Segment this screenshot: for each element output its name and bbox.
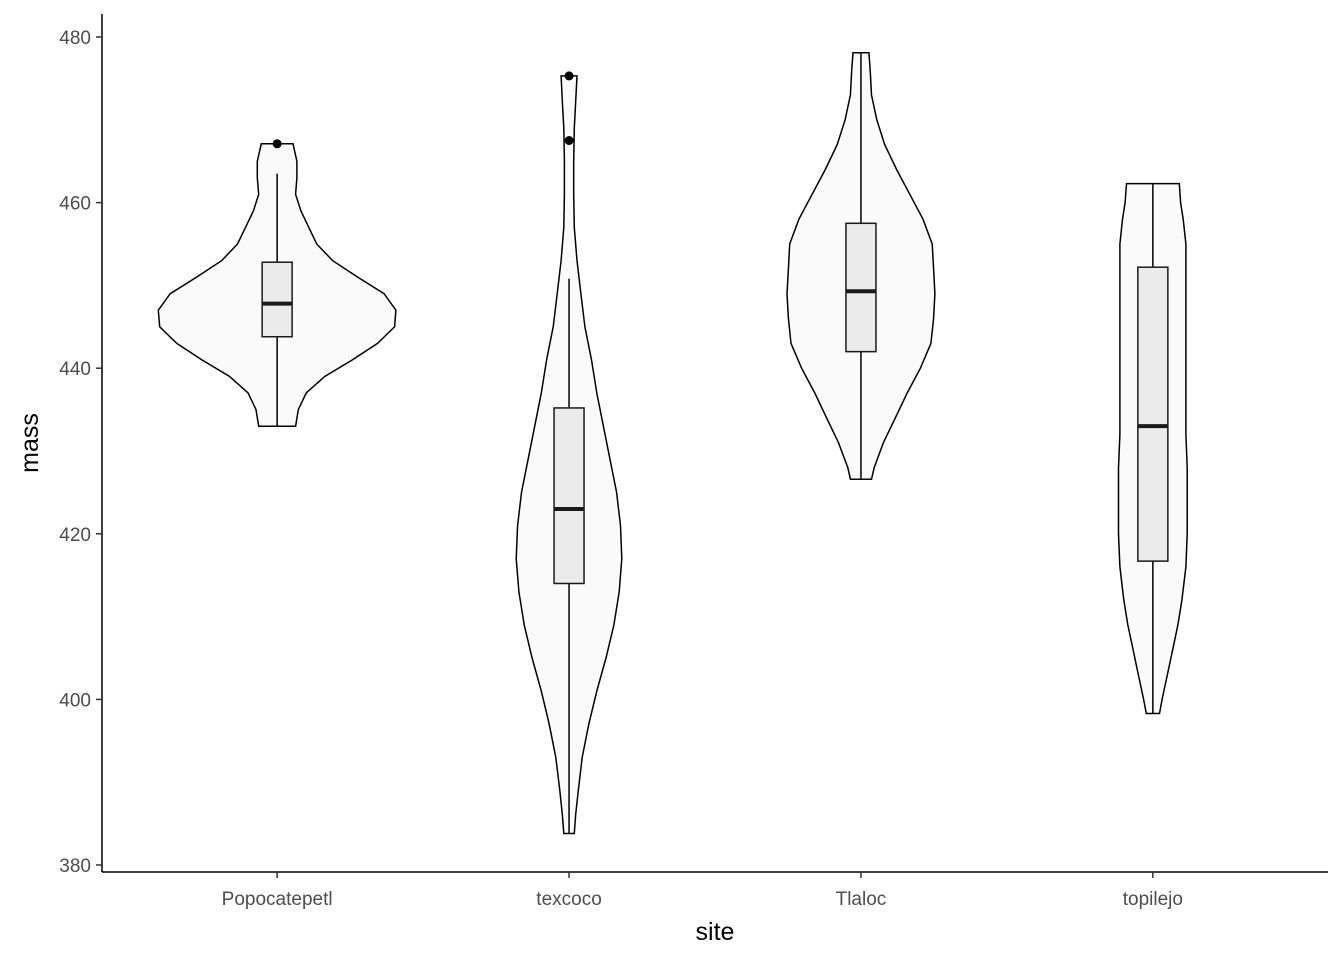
x-tick-label: Popocatepetl	[222, 889, 333, 910]
outlier-point	[564, 71, 574, 81]
violin-group-tlaloc	[786, 51, 936, 480]
x-axis: Popocatepetl texcoco Tlaloc topilejo	[102, 871, 1328, 910]
x-axis-title: site	[696, 918, 735, 946]
y-tick-label: 420	[59, 525, 91, 546]
plot-area	[157, 51, 1188, 835]
outlier-point	[564, 136, 574, 145]
iqr-box	[845, 222, 877, 353]
iqr-box	[261, 261, 293, 338]
y-axis-title: mass	[16, 413, 44, 473]
iqr-box	[1137, 266, 1169, 562]
y-tick-label: 380	[59, 856, 91, 877]
x-tick-label: Tlaloc	[836, 889, 887, 910]
y-tick-label: 440	[59, 359, 91, 380]
violin-group-texcoco	[515, 71, 623, 835]
violin-group-topilejo	[1117, 182, 1188, 715]
y-axis: 380 400 420 440 460 480	[59, 14, 103, 877]
y-tick-label: 460	[59, 194, 91, 215]
x-tick-label: texcoco	[536, 889, 601, 910]
y-tick-label: 400	[59, 690, 91, 711]
iqr-box	[553, 407, 585, 585]
y-tick-label: 480	[59, 28, 91, 49]
x-tick-label: topilejo	[1123, 889, 1183, 910]
outlier-point	[272, 139, 282, 149]
violin-group-popocatepetl	[157, 139, 397, 427]
